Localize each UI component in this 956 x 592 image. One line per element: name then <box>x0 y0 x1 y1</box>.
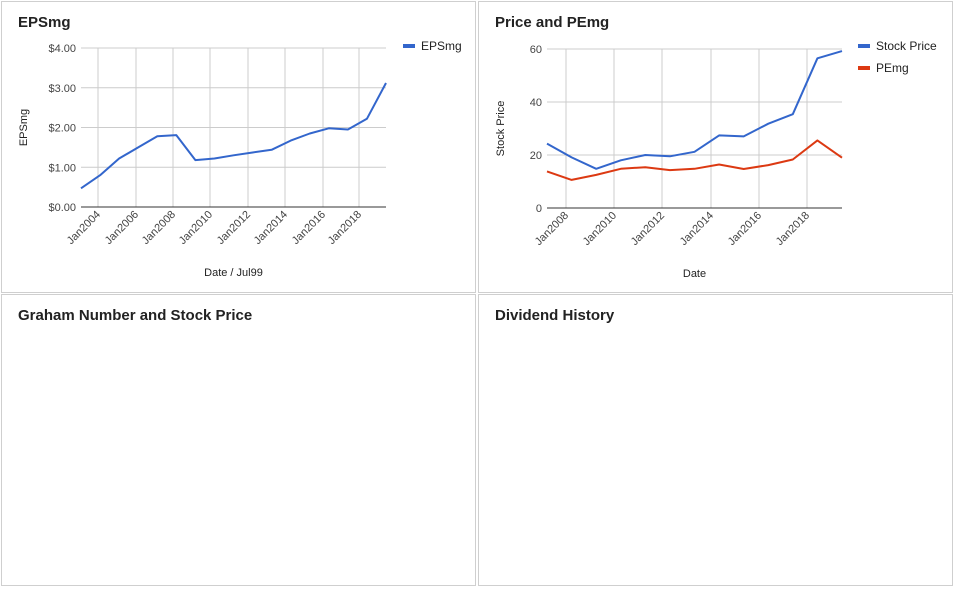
chart-title: Price and PEmg <box>495 14 610 31</box>
x-axis-title: Date <box>683 268 706 280</box>
chart-title: Dividend History <box>495 307 615 324</box>
y-tick-label: $2.00 <box>48 123 76 135</box>
graham-chart: 0204060Jan2000Jan2005Jan2010Jan2015DateP… <box>2 295 476 586</box>
x-tick-label: Jan2008 <box>140 209 178 247</box>
x-tick-label: Jan2012 <box>629 210 667 248</box>
y-tick-label: $0.00 <box>48 202 76 214</box>
price-pe-chart-panel: Price and PEmg 0 20 40 60 Jan2008 Jan2010 Jan2… <box>478 1 953 293</box>
x-tick-label: Jan2018 <box>326 209 364 247</box>
x-tick-label: Jan2006 <box>103 209 141 247</box>
x-tick-label: Jan2004 <box>65 209 103 247</box>
y-tick-label: 0 <box>536 203 542 215</box>
y-tick-label: $1.00 <box>48 162 76 174</box>
y-axis-title: EPSmg <box>18 109 30 146</box>
chart-title: Graham Number and Stock Price <box>18 307 253 324</box>
x-tick-label: Jan2010 <box>177 209 215 247</box>
y-tick-label: 40 <box>530 97 542 109</box>
legend-label: PEmg <box>876 61 909 75</box>
x-tick-label: Jan2018 <box>774 210 812 248</box>
series-line <box>80 82 387 190</box>
legend-swatch <box>858 44 870 48</box>
x-tick-label: Jan2010 <box>581 210 619 248</box>
legend-label: Stock Price <box>876 39 937 53</box>
dividend-chart-panel: Dividend History $0.00$0.25$0.50$0.75$1.… <box>478 294 953 586</box>
x-tick-label: Jan2014 <box>252 209 290 247</box>
dividend-chart: $0.00$0.25$0.50$0.75$1.00Jan2000Jan2005J… <box>479 295 953 586</box>
series-line <box>546 139 843 181</box>
x-tick-label: Jan2016 <box>726 210 764 248</box>
x-tick-label: Jan2012 <box>215 209 253 247</box>
y-tick-label: $4.00 <box>48 43 76 55</box>
eps-chart-panel: EPSmg $0.00 $1.00 $2.00 $3.00 $4.00 Jan2004 Ja… <box>1 1 476 293</box>
price-pe-chart: 0 20 40 60 Jan2008 Jan2010 Jan2012 Jan2014 Jan20… <box>495 39 937 280</box>
graham-chart-panel: Graham Number and Stock Price 0204060Jan… <box>1 294 476 586</box>
x-tick-label: Jan2014 <box>678 210 716 248</box>
y-tick-label: 60 <box>530 44 542 56</box>
x-tick-label: Jan2016 <box>290 209 328 247</box>
legend-label: EPSmg <box>421 39 462 53</box>
y-tick-label: 20 <box>530 150 542 162</box>
x-tick-label: Jan2008 <box>533 210 571 248</box>
y-tick-label: $3.00 <box>48 83 76 95</box>
series-line <box>546 50 843 170</box>
chart-title: EPSmg <box>18 14 71 31</box>
legend-swatch <box>403 44 415 48</box>
y-axis-title: Stock Price <box>495 101 507 157</box>
x-axis-title: Date / Jul99 <box>204 267 263 279</box>
legend-swatch <box>858 66 870 70</box>
